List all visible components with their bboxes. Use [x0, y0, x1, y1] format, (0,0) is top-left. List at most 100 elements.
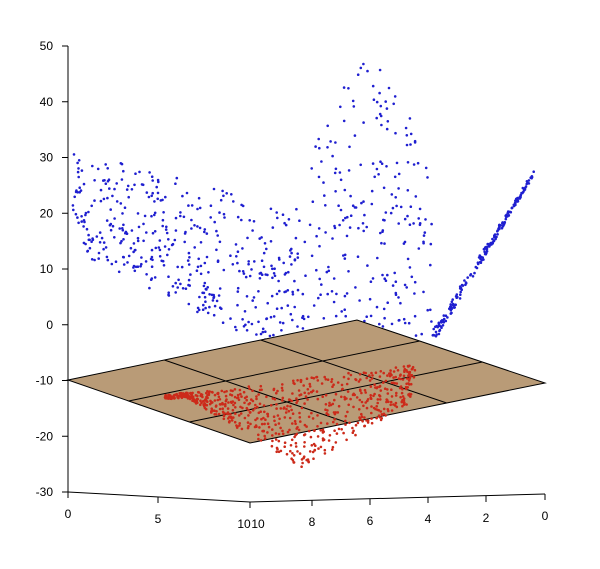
blue-point	[301, 327, 305, 330]
blue-point	[209, 216, 212, 219]
red-point	[299, 420, 302, 423]
blue-point	[272, 272, 276, 275]
blue-point	[347, 270, 350, 273]
blue-point	[148, 286, 151, 290]
blue-point	[458, 297, 462, 300]
red-point	[257, 411, 261, 415]
red-point	[242, 390, 246, 394]
red-point	[386, 388, 389, 391]
blue-point	[113, 236, 116, 239]
blue-point	[187, 251, 191, 255]
blue-point	[72, 153, 76, 156]
blue-point	[104, 163, 107, 166]
blue-point	[102, 241, 106, 244]
red-point	[217, 412, 221, 416]
blue-point	[261, 327, 265, 331]
red-point	[258, 388, 262, 392]
red-point	[347, 403, 351, 407]
red-point	[373, 383, 376, 387]
blue-point	[87, 238, 91, 242]
red-point	[407, 365, 410, 368]
red-point	[206, 393, 209, 397]
blue-point	[342, 86, 346, 89]
red-point	[374, 371, 378, 375]
blue-point	[471, 275, 475, 278]
blue-point	[79, 189, 83, 192]
z-tick-label: 30	[40, 151, 54, 165]
blue-point	[284, 223, 288, 227]
red-point	[277, 422, 281, 425]
blue-point	[157, 246, 161, 249]
red-point	[389, 400, 393, 404]
red-point	[255, 417, 259, 420]
red-point	[360, 412, 363, 416]
blue-point	[295, 207, 298, 211]
blue-point	[491, 237, 494, 241]
blue-point	[494, 236, 498, 239]
blue-point	[119, 162, 123, 165]
red-point	[271, 439, 274, 443]
blue-point	[205, 255, 209, 259]
blue-point	[174, 281, 177, 285]
blue-point	[218, 240, 222, 244]
blue-point	[389, 211, 393, 215]
blue-point	[412, 222, 415, 225]
blue-point	[360, 201, 363, 205]
red-point	[298, 411, 301, 415]
red-point	[200, 401, 203, 405]
blue-point	[485, 251, 488, 255]
blue-point	[514, 197, 518, 201]
blue-point	[132, 250, 135, 254]
blue-point	[221, 321, 225, 325]
blue-point	[210, 293, 214, 297]
blue-point	[454, 303, 458, 307]
red-point	[251, 409, 255, 412]
blue-point	[113, 187, 116, 191]
blue-point	[167, 275, 170, 279]
blue-point	[120, 239, 123, 243]
red-point	[177, 396, 180, 400]
blue-point	[493, 233, 497, 236]
red-point	[287, 409, 291, 413]
plane-grid-line	[128, 340, 420, 402]
blue-point	[386, 301, 390, 305]
blue-point	[504, 217, 508, 221]
blue-point	[154, 246, 158, 250]
blue-point	[426, 176, 429, 179]
blue-point	[118, 227, 121, 230]
red-point	[321, 431, 325, 434]
blue-point	[142, 222, 145, 226]
red-point	[247, 385, 251, 388]
blue-point	[203, 261, 207, 265]
blue-point	[105, 219, 109, 222]
blue-point	[298, 219, 301, 222]
red-point	[401, 404, 404, 408]
red-point	[401, 378, 405, 381]
blue-point	[236, 286, 240, 290]
blue-point	[102, 247, 105, 251]
blue-point	[153, 230, 157, 233]
blue-point	[248, 274, 252, 278]
blue-point	[334, 167, 338, 171]
blue-point	[199, 241, 203, 244]
red-point	[376, 398, 380, 401]
blue-point	[145, 273, 148, 276]
red-point	[272, 388, 276, 392]
red-point	[351, 431, 355, 435]
blue-point	[106, 258, 110, 262]
red-point	[308, 450, 312, 453]
red-point	[293, 435, 296, 439]
red-point	[285, 407, 288, 411]
red-point	[359, 378, 362, 381]
red-point	[342, 375, 346, 379]
blue-point	[165, 231, 169, 235]
red-point	[249, 422, 252, 426]
red-point	[297, 428, 301, 432]
blue-point	[276, 216, 279, 220]
red-point	[401, 395, 405, 398]
red-point	[227, 420, 231, 424]
blue-point	[409, 205, 413, 208]
blue-point	[207, 271, 210, 274]
blue-point	[317, 296, 320, 300]
